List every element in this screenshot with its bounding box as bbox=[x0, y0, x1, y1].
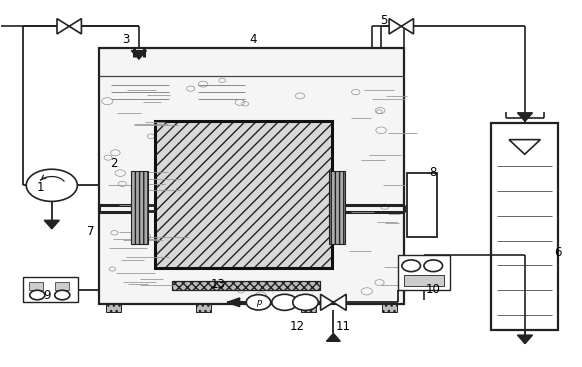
Bar bbox=[491, 123, 558, 330]
Bar bbox=[301, 304, 316, 312]
Bar bbox=[23, 277, 78, 302]
Circle shape bbox=[55, 290, 70, 300]
Text: 4: 4 bbox=[250, 33, 257, 46]
Bar bbox=[55, 282, 69, 290]
Bar bbox=[107, 304, 122, 312]
Text: 7: 7 bbox=[87, 225, 94, 237]
Bar bbox=[329, 171, 345, 244]
Text: 5: 5 bbox=[380, 14, 388, 27]
Bar bbox=[407, 172, 437, 236]
Polygon shape bbox=[509, 139, 540, 154]
Circle shape bbox=[424, 260, 442, 272]
Circle shape bbox=[26, 169, 77, 201]
Text: p: p bbox=[256, 298, 261, 307]
Polygon shape bbox=[44, 220, 59, 229]
Bar bbox=[29, 282, 43, 290]
Polygon shape bbox=[327, 333, 340, 341]
Text: 13: 13 bbox=[211, 277, 226, 291]
Text: 6: 6 bbox=[554, 247, 562, 259]
Polygon shape bbox=[389, 19, 413, 34]
Bar bbox=[132, 171, 148, 244]
Text: 10: 10 bbox=[426, 283, 441, 296]
Circle shape bbox=[272, 294, 297, 310]
Text: 9: 9 bbox=[44, 288, 51, 302]
Polygon shape bbox=[517, 113, 533, 121]
Text: 2: 2 bbox=[110, 157, 118, 170]
Text: 12: 12 bbox=[289, 320, 304, 333]
Bar bbox=[155, 121, 332, 268]
Circle shape bbox=[30, 290, 45, 300]
Polygon shape bbox=[57, 19, 81, 34]
Circle shape bbox=[402, 260, 420, 272]
Text: 11: 11 bbox=[336, 320, 351, 333]
Circle shape bbox=[293, 294, 318, 310]
Text: 8: 8 bbox=[430, 166, 437, 179]
Bar bbox=[155, 121, 332, 268]
Text: 3: 3 bbox=[122, 33, 129, 46]
Bar bbox=[399, 255, 449, 290]
Polygon shape bbox=[227, 298, 240, 307]
Bar bbox=[172, 281, 320, 290]
Polygon shape bbox=[321, 294, 346, 310]
Bar bbox=[404, 275, 443, 286]
Bar bbox=[382, 304, 398, 312]
Polygon shape bbox=[132, 51, 147, 59]
Polygon shape bbox=[517, 335, 533, 344]
Bar bbox=[196, 304, 211, 312]
Text: 1: 1 bbox=[37, 181, 44, 194]
Bar bbox=[100, 48, 404, 304]
Circle shape bbox=[246, 295, 271, 310]
